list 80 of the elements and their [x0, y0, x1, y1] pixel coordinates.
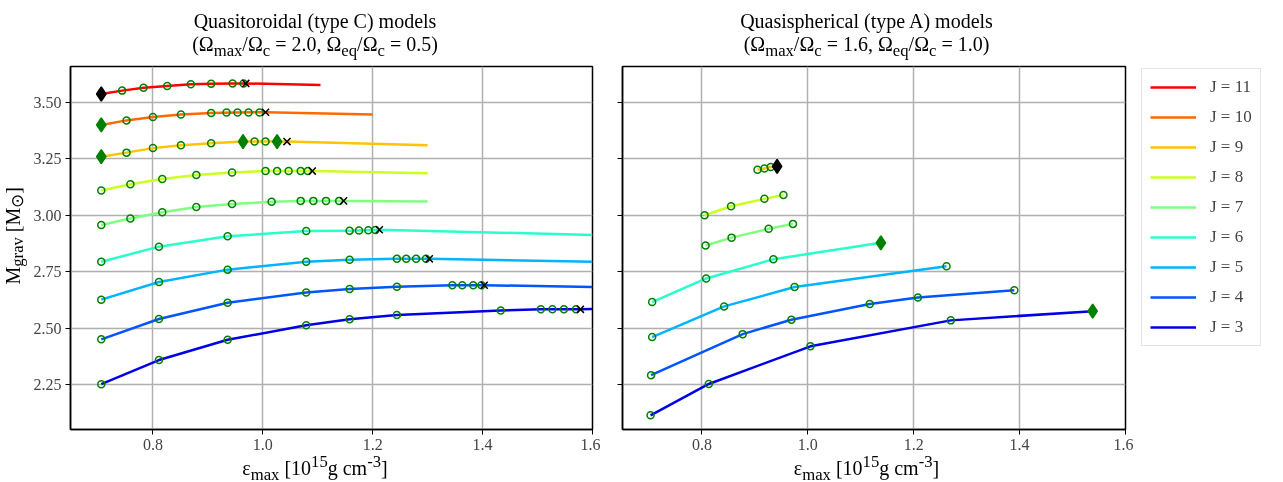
chart-title: Quasitoroidal (type C) models — [193, 9, 437, 32]
y-tick-label: 3.25 — [33, 150, 62, 168]
point — [779, 190, 788, 200]
y-tick-label: 3.50 — [33, 94, 62, 112]
point — [261, 107, 270, 117]
point — [788, 219, 798, 229]
x-tick-label: 0.8 — [691, 435, 712, 453]
text: (Ω$_{max}$/Ω$_{c}$ = 2.0, Ω$_{eq}$/Ω$_{c}$ = 0.5) — [192, 32, 438, 60]
point — [806, 342, 815, 351]
text: (Ω$_{max}$/Ω$_{c}$ = 1.6, Ω$_{eq}$/Ω$_{c}$ = 1.0) — [743, 32, 990, 60]
point — [700, 211, 709, 220]
point — [875, 235, 887, 251]
legend-label: J = 7 — [1210, 197, 1244, 217]
legend-label: J = 8 — [1210, 167, 1244, 187]
point — [771, 158, 783, 175]
x-tick-label: 1.0 — [252, 435, 273, 453]
point — [237, 133, 249, 150]
legend-label: J = 9 — [1210, 137, 1244, 157]
point — [865, 299, 875, 309]
point — [753, 165, 762, 175]
legend-label: J = 11 — [1210, 77, 1252, 97]
y-tick-label: 2.75 — [33, 263, 62, 281]
x-tick-label: 1.6 — [1113, 435, 1134, 453]
point — [760, 194, 769, 204]
point — [647, 332, 657, 342]
point — [95, 86, 107, 102]
point — [787, 315, 796, 324]
legend-label: J = 6 — [1210, 227, 1244, 247]
point — [942, 262, 951, 271]
point — [375, 225, 384, 235]
x-tick-label: 1.4 — [1009, 435, 1030, 453]
line-series — [100, 199, 429, 227]
y-tick-label: 3.00 — [33, 206, 62, 224]
point — [946, 316, 956, 325]
point — [1087, 303, 1099, 319]
line-series — [100, 228, 593, 263]
x-tick-label: 1.4 — [472, 435, 493, 453]
point — [647, 297, 657, 307]
point — [646, 370, 656, 380]
line-series — [100, 257, 593, 301]
x-tick-label: 1.6 — [580, 435, 601, 453]
point — [307, 166, 317, 176]
point — [704, 379, 714, 389]
legend-label: J = 5 — [1210, 257, 1244, 277]
point — [726, 202, 736, 211]
chart-title: Quasispherical (type A) models — [740, 9, 993, 32]
point — [760, 164, 769, 173]
line-series — [100, 283, 593, 341]
y-tick-label: 2.50 — [33, 319, 62, 337]
point — [1010, 285, 1019, 295]
x-tick-label: 1.0 — [797, 435, 818, 453]
point — [701, 241, 710, 250]
line-series — [100, 307, 593, 386]
point — [425, 254, 434, 264]
point — [282, 137, 292, 146]
point — [913, 293, 923, 302]
point — [719, 302, 729, 311]
point — [766, 162, 775, 172]
point — [95, 148, 107, 165]
x-axis-title: ε$_{max}$ [10$^{15}$g cm$^{-3}$] — [242, 452, 388, 482]
line-series — [100, 169, 429, 192]
x-tick-label: 1.2 — [362, 435, 383, 453]
point — [339, 196, 348, 206]
x-tick-label: 0.8 — [142, 435, 163, 453]
point — [727, 233, 736, 242]
legend-label: J = 10 — [1210, 107, 1252, 127]
y-tick-label: 2.25 — [33, 375, 62, 393]
point — [646, 411, 655, 420]
x-tick-label: 1.2 — [903, 435, 924, 453]
point — [576, 305, 585, 314]
x-axis-title: ε$_{max}$ [10$^{15}$g cm$^{-3}$] — [793, 452, 940, 482]
point — [764, 224, 773, 234]
point — [790, 282, 799, 292]
point — [738, 329, 747, 339]
point — [701, 274, 711, 283]
legend-label: J = 4 — [1210, 287, 1244, 307]
legend-label: J = 3 — [1210, 317, 1244, 337]
point — [95, 117, 107, 133]
point — [271, 133, 283, 150]
point — [769, 255, 778, 264]
